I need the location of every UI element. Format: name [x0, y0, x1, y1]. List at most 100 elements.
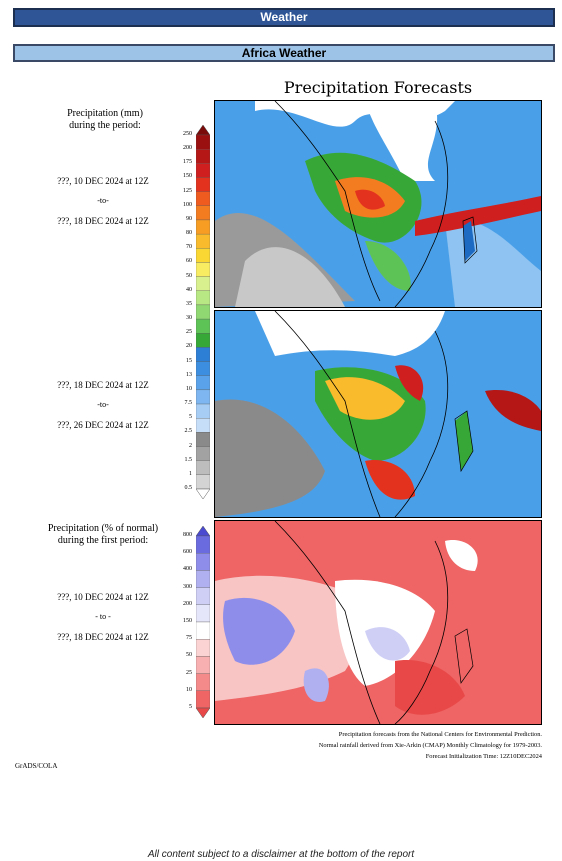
period-3-label: ???, 10 DEC 2024 at 12Z - to - ???, 18 D… [28, 587, 178, 647]
mm-colorbar-swatch [196, 460, 210, 475]
precip-pct-heading-line2: during the first period: [57, 535, 149, 546]
pct-colorbar-tick: 10 [186, 686, 192, 693]
mm-colorbar-tick: 5 [189, 414, 192, 421]
mm-colorbar-tick: 90 [186, 215, 192, 222]
mm-colorbar-tick: 1.5 [184, 456, 193, 463]
mm-colorbar-top-arrow [196, 125, 210, 136]
mm-colorbar-tick: 35 [186, 300, 192, 307]
pct-colorbar-tick: 25 [186, 669, 192, 676]
period-1-label: ???, 10 DEC 2024 at 12Z -to- ???, 18 DEC… [28, 171, 178, 231]
period-1-start: ???, 10 DEC 2024 at 12Z [57, 176, 149, 186]
mm-colorbar-tick: 1 [189, 470, 192, 477]
figure-footnote: Precipitation forecasts from the Nationa… [216, 729, 542, 762]
mm-colorbar-swatch [196, 149, 210, 164]
mm-colorbar-tick: 15 [186, 357, 192, 364]
mm-colorbar-swatch [196, 290, 210, 306]
mm-colorbar-bottom-arrow [196, 488, 210, 499]
mm-colorbar-tick: 150 [183, 173, 192, 180]
disclaimer-text: All content subject to a disclaimer at t… [147, 849, 415, 860]
precip-mm-heading: Precipitation (mm) during the period: [40, 108, 170, 132]
africa-weather-section-title: Africa Weather [241, 46, 327, 60]
period-2-start: ???, 18 DEC 2024 at 12Z [57, 380, 149, 390]
mm-colorbar-swatch [196, 248, 210, 263]
pct-colorbar-tick: 800 [183, 532, 192, 538]
mm-colorbar-swatch [196, 446, 210, 461]
mm-colorbar-tick: 20 [186, 343, 192, 350]
mm-colorbar-swatch [196, 191, 210, 206]
pct-colorbar-tick: 50 [186, 652, 192, 659]
mm-colorbar-swatch [196, 432, 210, 447]
mm-colorbar-tick: 175 [183, 159, 192, 166]
precip-mm-colorbar [196, 125, 210, 499]
mm-colorbar-swatch [196, 403, 210, 419]
pct-colorbar-swatch [196, 553, 210, 571]
mm-colorbar-swatch [196, 219, 210, 235]
weather-header-title: Weather [260, 10, 308, 24]
pct-colorbar-tick: 5 [189, 704, 192, 710]
period-3-start: ???, 10 DEC 2024 at 12Z [57, 592, 149, 602]
mm-colorbar-swatch [196, 205, 210, 221]
mm-colorbar-swatch [196, 474, 210, 490]
pct-colorbar-top-arrow [196, 526, 210, 537]
pct-colorbar-tick: 300 [183, 583, 192, 590]
mm-colorbar-tick: 30 [186, 315, 192, 322]
mm-colorbar-tick: 2 [189, 442, 192, 449]
period-2-sep: -to- [97, 400, 109, 409]
pct-colorbar-swatch [196, 673, 210, 691]
mm-colorbar-swatch [196, 389, 210, 405]
pct-colorbar-tick: 200 [183, 600, 192, 607]
pct-colorbar-swatch [196, 587, 210, 605]
mm-colorbar-tick: 50 [186, 272, 192, 279]
precip-mm-heading-line1: Precipitation (mm) [67, 108, 143, 119]
pct-colorbar-tick: 600 [183, 549, 192, 556]
mm-colorbar-tick: 100 [183, 201, 192, 208]
footnote-line-1: Precipitation forecasts from the Nationa… [338, 731, 542, 738]
mm-colorbar-tick: 2.5 [184, 428, 193, 435]
mm-colorbar-tick: 0.5 [184, 485, 193, 491]
pct-colorbar-swatch [196, 639, 210, 657]
pct-colorbar-tick: 400 [183, 566, 192, 573]
mm-colorbar-tick: 7.5 [184, 400, 193, 407]
mm-colorbar-tick: 13 [186, 371, 192, 378]
period-1-end: ???, 18 DEC 2024 at 12Z [57, 216, 149, 226]
mm-colorbar-tick: 10 [186, 385, 192, 392]
precip-pct-colorbar [196, 526, 210, 718]
pct-colorbar-tick: 150 [183, 618, 192, 624]
mm-colorbar-swatch [196, 233, 210, 249]
pct-colorbar-tick: 75 [186, 635, 192, 642]
precip-pct-normal-map [214, 520, 542, 725]
mm-colorbar-swatch [196, 318, 210, 334]
weather-header-bar: Weather [13, 8, 555, 27]
mm-colorbar-swatch [196, 304, 210, 320]
mm-colorbar-swatch [196, 333, 210, 348]
mm-colorbar-tick: 40 [186, 286, 192, 293]
pct-colorbar-bottom-arrow [196, 707, 210, 718]
precip-mm-heading-line2: during the period: [69, 120, 141, 131]
precip-map-week1 [214, 100, 542, 308]
mm-colorbar-swatch [196, 361, 210, 376]
mm-colorbar-swatch [196, 418, 210, 433]
mm-colorbar-tick: 250 [183, 131, 192, 137]
period-2-end: ???, 26 DEC 2024 at 12Z [57, 420, 149, 430]
footnote-line-2: Normal rainfall derived from Xie-Arkin (… [318, 742, 542, 749]
mm-colorbar-swatch [196, 347, 210, 362]
period-3-end: ???, 18 DEC 2024 at 12Z [57, 632, 149, 642]
mm-colorbar-tick: 125 [183, 187, 192, 194]
pct-colorbar-swatch [196, 535, 210, 554]
pct-colorbar-swatch [196, 690, 210, 709]
pct-colorbar-swatch [196, 604, 210, 623]
figure-title: Precipitation Forecasts [283, 78, 473, 97]
grads-credit: GrADS/COLA [15, 762, 58, 770]
pct-colorbar-swatch [196, 656, 210, 674]
mm-colorbar-swatch [196, 276, 210, 291]
mm-colorbar-swatch [196, 375, 210, 391]
pct-colorbar-swatch [196, 621, 210, 640]
mm-colorbar-swatch [196, 177, 210, 192]
period-3-sep: - to - [95, 612, 111, 621]
mm-colorbar-swatch [196, 163, 210, 178]
period-2-label: ???, 18 DEC 2024 at 12Z -to- ???, 26 DEC… [28, 375, 178, 435]
pct-colorbar-swatch [196, 570, 210, 588]
mm-colorbar-tick: 70 [186, 244, 192, 251]
mm-colorbar-swatch [196, 134, 210, 150]
mm-colorbar-tick: 80 [186, 230, 192, 237]
